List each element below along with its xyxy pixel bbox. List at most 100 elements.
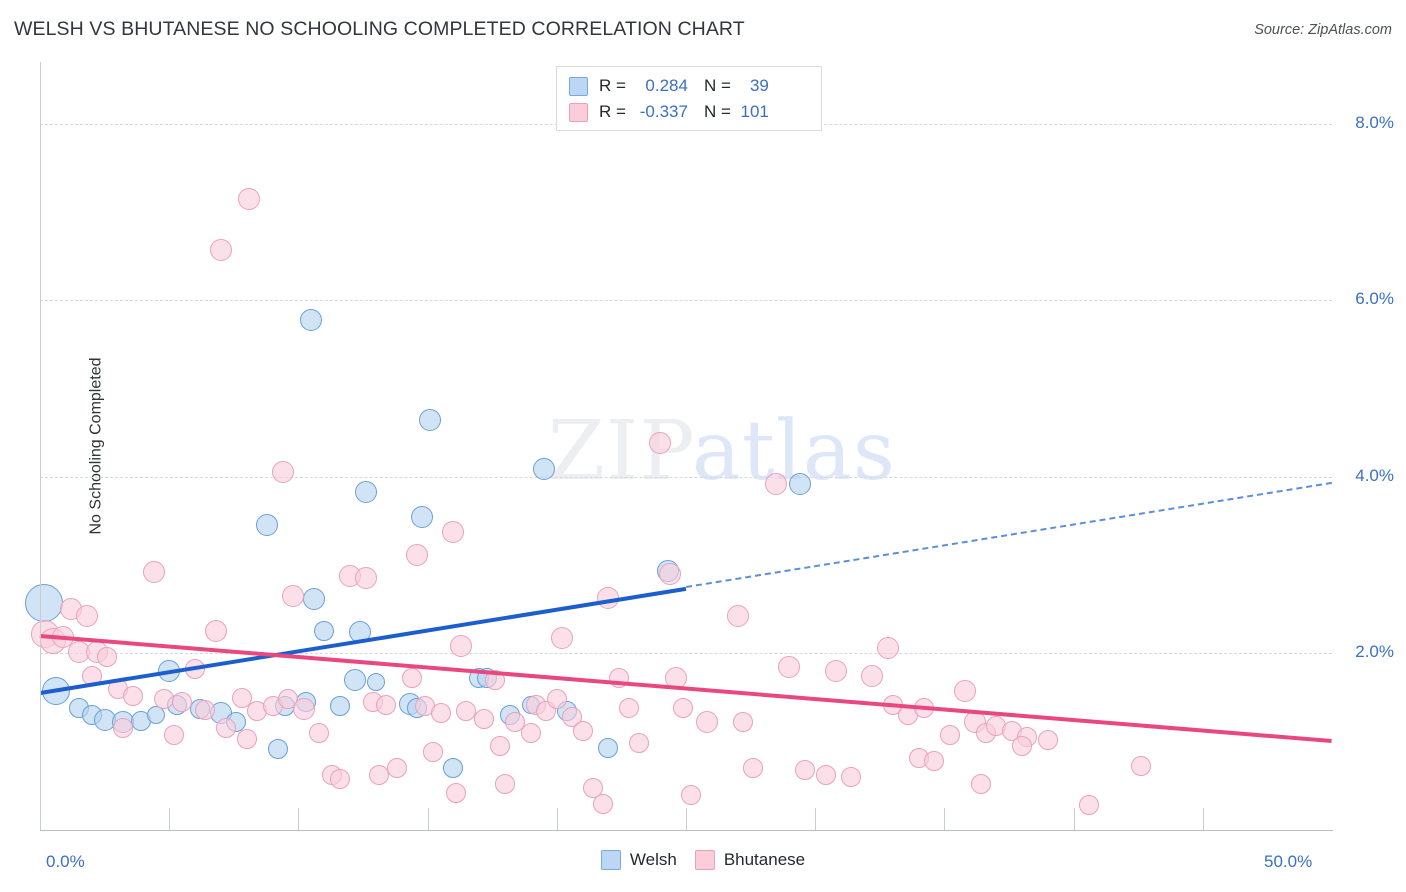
data-point-bhutanese[interactable] <box>329 768 350 789</box>
data-point-welsh[interactable] <box>147 706 166 725</box>
data-point-bhutanese[interactable] <box>489 736 510 757</box>
data-point-bhutanese[interactable] <box>495 774 516 795</box>
data-point-bhutanese[interactable] <box>608 668 629 689</box>
data-point-bhutanese[interactable] <box>619 698 640 719</box>
data-point-welsh[interactable] <box>158 660 181 683</box>
data-point-welsh[interactable] <box>329 696 350 717</box>
data-point-welsh[interactable] <box>354 480 377 503</box>
data-point-bhutanese[interactable] <box>402 668 423 689</box>
data-point-welsh[interactable] <box>344 668 367 691</box>
data-point-bhutanese[interactable] <box>629 733 650 754</box>
data-point-bhutanese[interactable] <box>673 698 694 719</box>
data-point-welsh[interactable] <box>443 758 464 779</box>
data-point-bhutanese[interactable] <box>442 520 465 543</box>
data-point-welsh[interactable] <box>788 472 811 495</box>
data-point-bhutanese[interactable] <box>238 187 261 210</box>
data-point-welsh[interactable] <box>267 738 288 759</box>
data-point-welsh[interactable] <box>419 408 442 431</box>
data-point-bhutanese[interactable] <box>484 669 505 690</box>
data-point-bhutanese[interactable] <box>216 718 237 739</box>
data-point-bhutanese[interactable] <box>664 667 687 690</box>
data-point-bhutanese[interactable] <box>123 685 144 706</box>
data-point-welsh[interactable] <box>302 587 325 610</box>
data-point-bhutanese[interactable] <box>1130 756 1151 777</box>
data-point-welsh[interactable] <box>256 514 279 537</box>
data-point-welsh[interactable] <box>349 621 372 644</box>
data-point-welsh[interactable] <box>532 457 555 480</box>
data-point-welsh[interactable] <box>24 584 63 623</box>
data-point-bhutanese[interactable] <box>474 708 495 729</box>
data-point-bhutanese[interactable] <box>292 698 315 721</box>
data-point-bhutanese[interactable] <box>726 605 749 628</box>
data-point-bhutanese[interactable] <box>231 687 252 708</box>
legend-item-bhutanese[interactable]: Bhutanese <box>694 850 805 870</box>
data-point-bhutanese[interactable] <box>954 679 977 702</box>
data-point-bhutanese[interactable] <box>172 692 193 712</box>
data-point-bhutanese[interactable] <box>204 620 227 643</box>
legend-item-welsh[interactable]: Welsh <box>600 850 677 870</box>
data-point-bhutanese[interactable] <box>209 239 232 262</box>
data-point-bhutanese[interactable] <box>659 563 682 585</box>
data-point-bhutanese[interactable] <box>282 585 305 608</box>
data-point-bhutanese[interactable] <box>422 742 443 763</box>
data-point-welsh[interactable] <box>300 308 323 331</box>
data-point-bhutanese[interactable] <box>924 751 945 772</box>
data-point-bhutanese[interactable] <box>649 432 672 455</box>
data-point-bhutanese[interactable] <box>164 724 185 745</box>
data-point-bhutanese[interactable] <box>765 472 788 495</box>
data-point-bhutanese[interactable] <box>75 605 98 628</box>
data-point-welsh[interactable] <box>411 505 434 528</box>
data-point-bhutanese[interactable] <box>582 777 603 798</box>
data-point-bhutanese[interactable] <box>794 759 815 780</box>
data-point-welsh[interactable] <box>598 737 619 758</box>
data-point-bhutanese[interactable] <box>236 729 257 750</box>
data-point-welsh[interactable] <box>314 621 335 642</box>
data-point-bhutanese[interactable] <box>450 635 473 658</box>
data-point-bhutanese[interactable] <box>913 698 934 719</box>
data-point-bhutanese[interactable] <box>597 586 620 609</box>
data-point-bhutanese[interactable] <box>354 566 377 589</box>
data-point-bhutanese[interactable] <box>876 637 899 660</box>
data-point-bhutanese[interactable] <box>386 758 407 779</box>
data-point-bhutanese[interactable] <box>732 712 753 733</box>
data-point-bhutanese[interactable] <box>695 711 718 734</box>
data-point-bhutanese[interactable] <box>1079 795 1100 816</box>
y-axis-tick-label: 4.0% <box>1355 465 1394 485</box>
data-point-bhutanese[interactable] <box>376 694 397 715</box>
data-point-bhutanese[interactable] <box>572 721 593 742</box>
data-point-bhutanese[interactable] <box>446 782 467 803</box>
data-point-bhutanese[interactable] <box>861 664 884 687</box>
data-point-bhutanese[interactable] <box>681 784 702 805</box>
data-point-bhutanese[interactable] <box>81 665 102 686</box>
data-point-bhutanese[interactable] <box>520 722 541 743</box>
data-point-bhutanese[interactable] <box>1011 736 1032 757</box>
data-point-bhutanese[interactable] <box>743 758 764 779</box>
data-point-bhutanese[interactable] <box>142 561 165 584</box>
bhutanese-r-value: -0.337 <box>639 102 688 121</box>
data-point-bhutanese[interactable] <box>112 718 133 739</box>
data-point-bhutanese[interactable] <box>52 625 75 648</box>
data-point-bhutanese[interactable] <box>430 703 451 724</box>
data-point-bhutanese[interactable] <box>824 660 847 683</box>
data-point-bhutanese[interactable] <box>882 694 903 715</box>
data-point-bhutanese[interactable] <box>271 461 294 484</box>
data-point-bhutanese[interactable] <box>970 774 991 795</box>
data-point-welsh[interactable] <box>41 676 70 705</box>
data-point-bhutanese[interactable] <box>195 699 216 720</box>
data-point-bhutanese[interactable] <box>185 659 206 680</box>
data-point-bhutanese[interactable] <box>546 689 567 710</box>
data-point-bhutanese[interactable] <box>1037 729 1058 750</box>
data-point-bhutanese[interactable] <box>939 724 960 745</box>
data-point-bhutanese[interactable] <box>368 765 389 786</box>
data-point-bhutanese[interactable] <box>309 722 330 743</box>
data-point-bhutanese[interactable] <box>97 646 118 667</box>
data-point-bhutanese[interactable] <box>593 793 614 814</box>
data-point-bhutanese[interactable] <box>456 700 477 721</box>
data-point-welsh[interactable] <box>366 672 385 691</box>
data-point-bhutanese[interactable] <box>406 543 429 566</box>
data-point-bhutanese[interactable] <box>778 655 801 678</box>
data-point-bhutanese[interactable] <box>841 767 862 788</box>
data-point-bhutanese[interactable] <box>815 765 836 786</box>
data-point-bhutanese[interactable] <box>505 712 526 733</box>
data-point-bhutanese[interactable] <box>550 626 573 649</box>
